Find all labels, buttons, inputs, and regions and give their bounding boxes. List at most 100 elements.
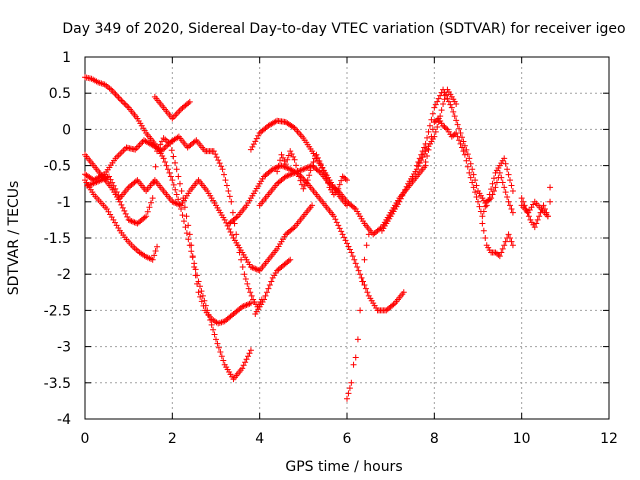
data-point [229,209,236,216]
data-point [279,154,286,161]
data-point [319,164,326,171]
data-point [463,157,470,164]
data-point [461,151,468,158]
data-point [214,340,221,347]
data-point [313,151,320,158]
data-point [415,158,422,165]
data-point [475,198,481,205]
data-point [322,171,329,178]
data-point [438,107,445,114]
data-series-arc-1 [82,133,265,310]
data-point [416,155,423,162]
data-point [160,155,167,162]
data-point [437,92,444,99]
data-point [426,140,433,147]
data-point [241,271,248,278]
data-point [194,280,201,287]
data-point [173,200,180,207]
data-point [175,173,182,180]
data-point [191,138,198,145]
data-point [351,204,358,211]
data-point [450,108,457,115]
data-point [168,147,175,154]
data-point [217,349,224,356]
x-axis-label: GPS time / hours [285,459,402,475]
data-point [169,177,176,184]
x-tick-label: 6 [343,431,352,447]
data-point [502,160,509,167]
data-point [332,216,339,223]
data-point [178,187,185,194]
data-point [201,297,208,304]
data-markers [82,74,554,402]
data-point [261,296,268,303]
data-point [333,219,340,226]
data-point [501,155,508,162]
data-point [213,154,220,161]
data-point [344,395,350,402]
data-point [346,385,353,392]
data-point [453,130,460,137]
data-point [172,159,179,166]
data-point [294,167,301,174]
data-point [221,171,228,178]
data-point [509,209,516,216]
data-point [122,210,129,217]
data-series-arc-15 [422,115,516,220]
data-point [458,144,465,151]
data-point [226,193,233,200]
data-point [429,110,436,117]
data-series-arc-13 [378,86,460,234]
data-point [167,140,174,147]
data-point [501,242,508,249]
data-point [534,216,541,223]
data-point [472,189,479,196]
data-point [268,278,275,285]
data-point [309,202,316,209]
data-point [162,158,169,165]
data-point [486,196,493,203]
data-point [154,148,161,155]
data-point [274,168,281,175]
data-point [154,243,161,250]
y-tick-label: -1 [57,195,71,211]
data-point [188,248,195,255]
data-point [288,151,295,158]
data-point [115,192,122,199]
y-tick-label: -4 [57,412,71,428]
data-series-arc-18 [518,198,554,220]
data-point [170,181,177,188]
data-point [284,172,291,179]
data-point [132,178,139,185]
data-point [287,171,294,178]
data-point [341,234,348,241]
data-point [110,182,117,189]
data-point [240,362,247,369]
data-point [252,265,259,272]
data-point [227,228,234,235]
data-point [502,189,509,196]
data-point [287,256,294,263]
data-point [180,218,187,225]
y-tick-label: -2.5 [44,303,71,319]
data-point [448,104,455,111]
data-point [125,216,132,223]
data-point [540,202,547,209]
data-point [348,249,355,256]
data-point [359,278,366,285]
data-series-arc-10 [274,148,350,198]
data-point [233,231,240,238]
data-point [186,98,193,105]
data-point [275,162,282,169]
data-point [255,266,262,273]
data-point [266,282,273,289]
data-point [244,280,251,287]
data-point [361,282,368,289]
data-point [454,133,461,140]
data-point [338,228,345,235]
data-point [291,156,298,163]
data-point [508,182,515,189]
data-point [265,285,272,292]
data-point [469,166,476,173]
data-point [352,260,359,267]
